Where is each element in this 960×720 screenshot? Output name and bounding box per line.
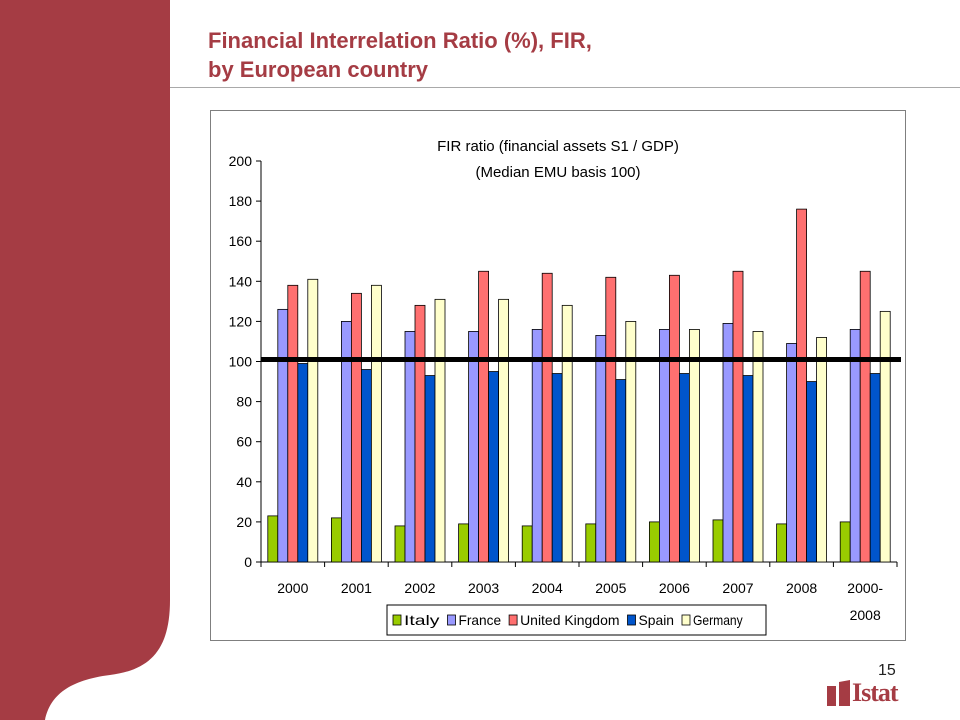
bar-spain xyxy=(615,379,627,563)
bar-italy xyxy=(648,521,660,563)
y-tick-label: 200 xyxy=(229,153,253,169)
bar-germany xyxy=(625,320,637,563)
bar-france xyxy=(849,329,861,563)
bar-united-kingdom xyxy=(478,270,490,563)
bar-united-kingdom xyxy=(541,272,553,563)
plot-area: 0 20 40 60 80 100 120 140 160 180 200 2000 2001 2002 2… xyxy=(229,153,901,623)
bar-united-kingdom xyxy=(859,270,871,563)
legend: Italy France United Kingdom Spain Germany xyxy=(386,604,767,636)
bar-france xyxy=(595,335,607,563)
x-tick-label: 2004 xyxy=(532,580,563,596)
legend-label-united-kingdom: United Kingdom xyxy=(520,612,619,628)
legend-label-germany: Germany xyxy=(693,612,743,628)
bar-italy xyxy=(839,521,851,563)
x-tick-label: 2002 xyxy=(404,580,435,596)
x-tick-label: 2008 xyxy=(786,580,817,596)
legend-swatch-italy xyxy=(392,614,402,626)
bar-italy xyxy=(776,523,787,563)
x-tick-label: 2008 xyxy=(850,607,881,623)
chart-title: FIR ratio (financial assets S1 / GDP) xyxy=(437,138,679,155)
legend-label-italy: Italy xyxy=(404,612,440,628)
y-tick-label: 180 xyxy=(229,193,253,209)
x-tick-label: 2000- xyxy=(847,580,883,596)
bar-france xyxy=(658,329,670,563)
x-tick-label: 2007 xyxy=(722,580,753,596)
istat-logo: Istat xyxy=(826,678,926,710)
bar-germany xyxy=(434,298,446,563)
fir-bar-chart: FIR ratio (financial assets S1 / GDP) (M… xyxy=(229,138,901,636)
bar-germany xyxy=(879,310,891,563)
bar-italy xyxy=(712,519,724,563)
chart-frame: FIR ratio (financial assets S1 / GDP) (M… xyxy=(210,110,906,641)
bar-germany xyxy=(752,331,764,563)
bar-spain xyxy=(678,373,690,563)
istat-logo-text: Istat xyxy=(852,678,899,707)
bar-italy xyxy=(585,523,597,563)
bar-united-kingdom xyxy=(287,284,299,563)
y-tick-label: 40 xyxy=(236,474,252,490)
bar-spain xyxy=(488,371,500,563)
bar-germany xyxy=(816,337,827,563)
x-tick-label: 2005 xyxy=(595,580,626,596)
slide-title-line-2: by European country xyxy=(208,57,429,82)
bar-germany xyxy=(561,304,573,563)
x-tick-label: 2006 xyxy=(659,580,690,596)
bar-france xyxy=(404,331,416,563)
legend-swatch-france xyxy=(447,614,456,626)
y-tick-label: 0 xyxy=(244,554,252,570)
legend-label-france: France xyxy=(459,612,502,628)
y-tick-label: 80 xyxy=(236,394,252,410)
x-tick-label: 2000 xyxy=(277,580,308,596)
page-number: 15 xyxy=(878,662,896,679)
y-tick-label: 60 xyxy=(236,434,252,450)
slide-title-line-1: Financial Interrelation Ratio (%), FIR, xyxy=(208,28,592,53)
bar-germany xyxy=(307,278,319,563)
bar-spain xyxy=(742,375,754,563)
x-tick-label: 2003 xyxy=(468,580,499,596)
legend-swatch-spain xyxy=(627,614,636,626)
bar-spain xyxy=(551,373,563,563)
legend-swatch-united-kingdom xyxy=(508,614,518,626)
y-tick-label: 100 xyxy=(229,354,253,370)
bar-germany xyxy=(370,284,382,563)
bar-united-kingdom xyxy=(732,270,744,563)
decorative-side-band xyxy=(0,0,170,720)
bar-united-kingdom xyxy=(414,304,426,563)
bar-germany xyxy=(688,329,700,563)
legend-label-spain: Spain xyxy=(639,612,675,628)
bar-italy xyxy=(331,517,342,563)
title-divider xyxy=(170,87,960,88)
bar-spain xyxy=(869,373,881,563)
bar-germany xyxy=(498,298,510,563)
bar-spain xyxy=(297,363,309,563)
bar-spain xyxy=(806,381,817,563)
bar-italy xyxy=(521,525,533,563)
bar-united-kingdom xyxy=(350,292,362,563)
legend-swatch-germany xyxy=(681,614,691,626)
bar-spain xyxy=(424,375,436,563)
y-tick-label: 140 xyxy=(229,273,253,289)
bar-united-kingdom xyxy=(605,276,617,563)
chart-subtitle: (Median EMU basis 100) xyxy=(475,164,640,181)
bar-united-kingdom xyxy=(796,208,807,563)
bar-spain xyxy=(360,369,372,563)
y-tick-label: 20 xyxy=(236,514,252,530)
bar-italy xyxy=(394,525,406,563)
bar-italy xyxy=(267,515,279,563)
bar-france xyxy=(786,343,797,563)
bar-united-kingdom xyxy=(668,274,680,563)
bar-france xyxy=(531,329,543,563)
slide-title: Financial Interrelation Ratio (%), FIR, … xyxy=(208,26,592,84)
y-tick-label: 120 xyxy=(229,313,253,329)
istat-logo-mark xyxy=(827,680,850,706)
bar-france xyxy=(277,308,289,563)
bar-france xyxy=(468,331,480,563)
y-tick-label: 160 xyxy=(229,233,253,249)
bar-italy xyxy=(458,523,470,563)
x-tick-label: 2001 xyxy=(341,580,372,596)
